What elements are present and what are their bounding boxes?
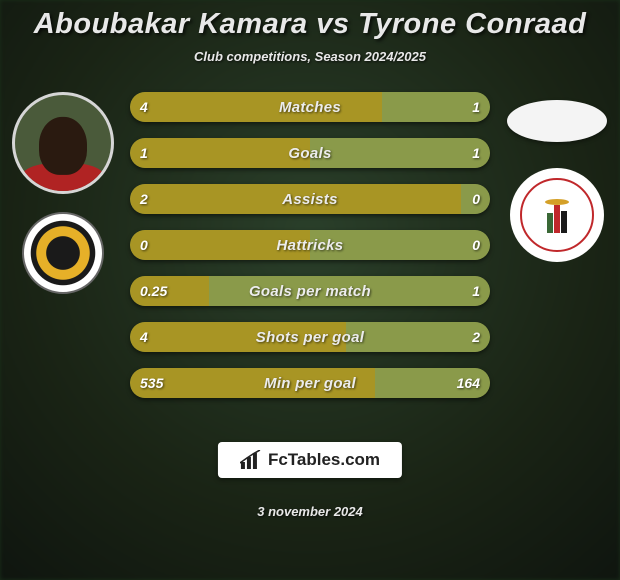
stat-label: Shots per goal <box>130 322 490 352</box>
stats-column: 41Matches 11Goals 20Assists 00Hattricks 0.25… <box>118 92 502 414</box>
player-right-club-badge <box>510 168 604 262</box>
stat-label: Goals per match <box>130 276 490 306</box>
stat-row: 20Assists <box>130 184 490 214</box>
player-right-avatar <box>507 100 607 142</box>
player-left-avatar <box>12 92 114 194</box>
content-wrapper: Aboubakar Kamara vs Tyrone Conraad Club … <box>0 0 620 580</box>
stat-label: Goals <box>130 138 490 168</box>
stat-row: 42Shots per goal <box>130 322 490 352</box>
stat-row: 11Goals <box>130 138 490 168</box>
stat-label: Matches <box>130 92 490 122</box>
stat-row: 00Hattricks <box>130 230 490 260</box>
footer-brand-badge: FcTables.com <box>218 442 402 478</box>
right-side-column <box>502 92 612 262</box>
stat-row: 535164Min per goal <box>130 368 490 398</box>
date-text: 3 november 2024 <box>0 504 620 519</box>
main-area: 41Matches 11Goals 20Assists 00Hattricks 0.25… <box>0 92 620 414</box>
subtitle: Club competitions, Season 2024/2025 <box>0 49 620 64</box>
chart-icon <box>240 450 264 470</box>
player-left-club-badge <box>22 212 104 294</box>
stat-label: Hattricks <box>130 230 490 260</box>
stat-label: Assists <box>130 184 490 214</box>
stat-label: Min per goal <box>130 368 490 398</box>
stat-row: 0.251Goals per match <box>130 276 490 306</box>
club-right-icon <box>535 193 579 237</box>
left-side-column <box>8 92 118 294</box>
page-title: Aboubakar Kamara vs Tyrone Conraad <box>0 8 620 41</box>
footer-brand-text: FcTables.com <box>268 450 380 470</box>
stat-row: 41Matches <box>130 92 490 122</box>
